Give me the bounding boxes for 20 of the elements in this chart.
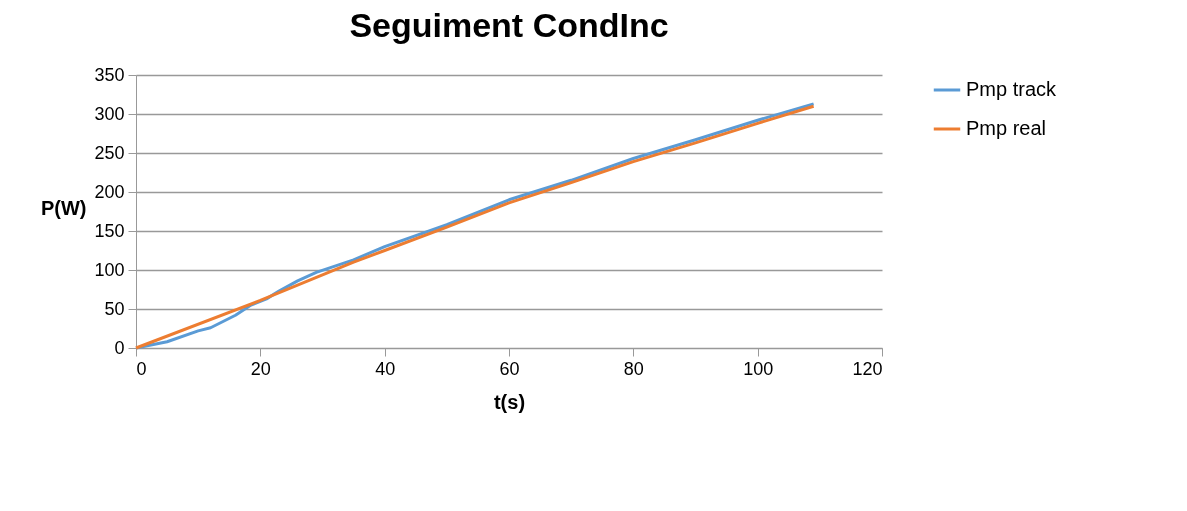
y-tick-label: 250 [94, 142, 125, 163]
y-tick-label: 50 [104, 298, 125, 319]
y-tick-label: 100 [94, 259, 125, 280]
y-tick-label: 0 [114, 337, 125, 358]
legend-label: Pmp real [966, 117, 1047, 139]
x-tick-label: 120 [852, 358, 883, 379]
x-tick-label: 40 [375, 358, 396, 379]
x-axis-title: t(s) [493, 390, 526, 413]
x-tick-label: 100 [743, 358, 774, 379]
x-tick-label: 0 [136, 358, 147, 379]
legend-label: Pmp track [966, 78, 1058, 100]
y-axis-title: P(W) [40, 196, 87, 219]
y-tick-label: 300 [94, 103, 125, 124]
y-tick-label: 350 [94, 64, 125, 85]
x-tick-label: 60 [499, 358, 520, 379]
y-tick-label: 200 [94, 181, 125, 202]
x-tick-label: 80 [623, 358, 644, 379]
chart-title: Seguiment CondInc [349, 6, 669, 44]
y-tick-label: 150 [94, 220, 125, 241]
x-tick-label: 20 [250, 358, 271, 379]
